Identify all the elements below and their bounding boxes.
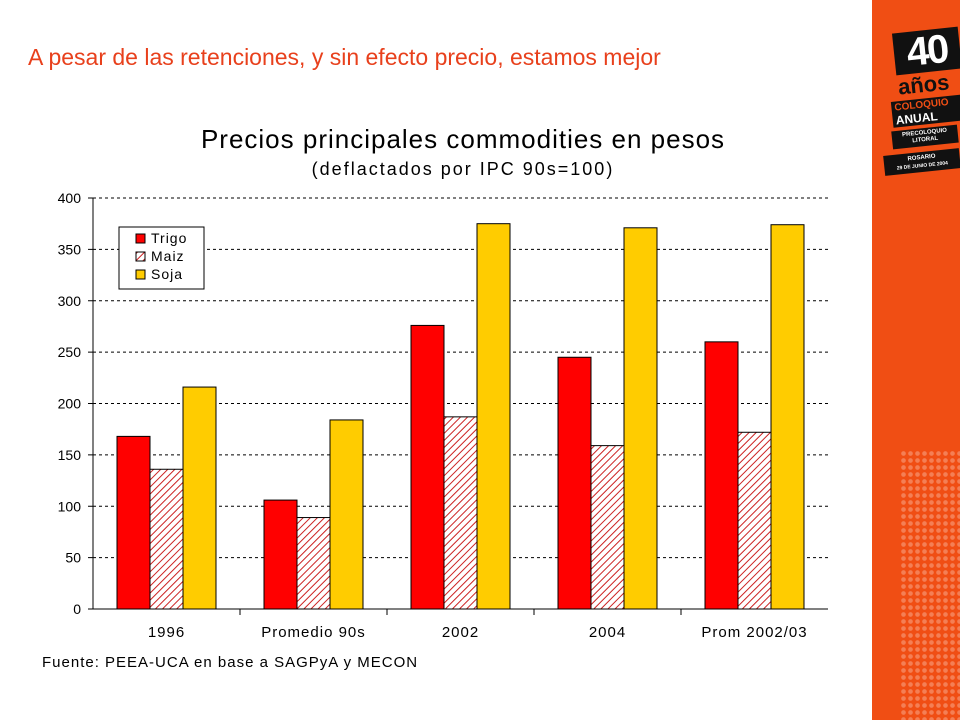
y-tick-label: 100	[58, 498, 82, 514]
bar-maiz	[443, 416, 478, 610]
bar-trigo	[116, 435, 151, 610]
bar-trigo	[410, 324, 445, 610]
bar-soja	[770, 224, 805, 610]
legend-label: Soja	[151, 266, 183, 282]
legend-swatch-soja	[135, 269, 146, 280]
bar-trigo	[704, 341, 739, 610]
dotted-watermark	[900, 450, 960, 720]
bar-soja	[623, 227, 658, 610]
legend-swatch-trigo	[135, 233, 146, 244]
x-tick-label: 2002	[442, 624, 479, 641]
bar-chart: Precios principales commodities en pesos…	[42, 124, 828, 671]
logo-precoloquio: PRECOLOQUIO LITORAL	[891, 124, 959, 150]
bar-trigo	[263, 499, 298, 610]
x-tick-label: 1996	[148, 624, 185, 641]
y-tick-label: 150	[58, 447, 82, 463]
chart-subtitle: (deflactados por IPC 90s=100)	[312, 159, 615, 179]
y-tick-label: 0	[73, 601, 81, 617]
chart-title: Precios principales commodities en pesos	[201, 124, 725, 154]
bar-maiz	[149, 468, 184, 610]
y-tick-label: 300	[58, 293, 82, 309]
legend-label: Trigo	[151, 230, 187, 246]
bar-maiz	[737, 431, 772, 610]
legend	[118, 226, 205, 290]
logo-place: ROSARIO 29 DE JUNIO DE 2004	[883, 148, 960, 176]
bar-maiz	[590, 445, 625, 610]
slide-title: A pesar de las retenciones, y sin efecto…	[28, 44, 661, 70]
legend-label: Maiz	[151, 248, 185, 264]
source-note: Fuente: PEEA-UCA en base a SAGPyA y MECO…	[42, 654, 418, 671]
bar-soja	[182, 386, 217, 610]
bar-trigo	[557, 356, 592, 610]
y-tick-label: 50	[65, 550, 81, 566]
x-tick-label: Prom 2002/03	[701, 624, 807, 641]
x-tick-label: Promedio 90s	[261, 624, 366, 641]
bar-maiz	[296, 517, 331, 610]
y-tick-label: 200	[58, 396, 82, 412]
event-logo: 40 años COLOQUIO ANUAL PRECOLOQUIO LITOR…	[876, 26, 960, 188]
logo-number: 40	[891, 26, 960, 76]
y-tick-label: 350	[58, 241, 82, 257]
x-tick-label: 2004	[589, 624, 626, 641]
bar-soja	[476, 223, 511, 610]
bar-soja	[329, 419, 364, 610]
legend-swatch-maiz	[135, 251, 146, 262]
y-tick-label: 250	[58, 344, 82, 360]
y-tick-label: 400	[58, 190, 82, 206]
